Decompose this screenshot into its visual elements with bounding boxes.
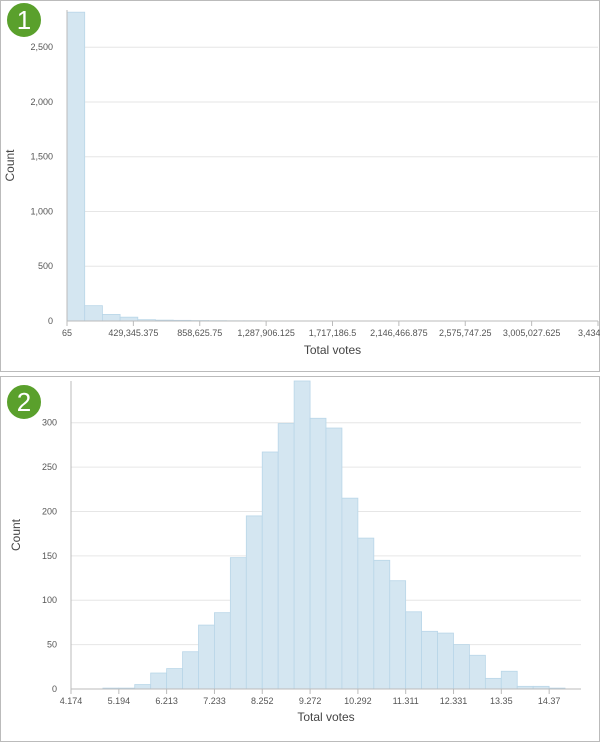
badge-number: 2 xyxy=(17,387,31,417)
y-tick-label: 0 xyxy=(52,684,57,694)
x-tick-label: 5.194 xyxy=(108,696,131,706)
bar xyxy=(134,684,152,690)
x-tick-label: 3,005,027.625 xyxy=(503,328,561,338)
x-tick-label: 2,575,747.25 xyxy=(439,328,492,338)
chart-body: 0 500 1,000 1,500 2,000 2,500 65 429,345.375 858… xyxy=(3,1,600,357)
x-tick-label: 3,434,308 xyxy=(578,328,600,338)
bar xyxy=(229,557,247,690)
bar xyxy=(469,654,486,690)
chart-body: 0 50 100 150 200 250 300 4.174 5.194 6.213 7.233 8.… xyxy=(5,380,581,724)
bar xyxy=(150,672,168,690)
bar xyxy=(500,670,518,690)
bar xyxy=(453,644,470,690)
y-tick-label: 50 xyxy=(47,640,57,650)
x-tick-label: 10.292 xyxy=(344,696,372,706)
x-tick-label: 65 xyxy=(62,328,72,338)
badge xyxy=(5,383,43,421)
x-tick-label: 7.233 xyxy=(203,696,226,706)
bar xyxy=(357,537,375,690)
y-tick-label: 200 xyxy=(42,506,57,516)
y-tick-label: 500 xyxy=(38,261,53,271)
bar xyxy=(437,632,454,690)
bar xyxy=(373,559,391,690)
x-axis-label: Total votes xyxy=(304,343,361,357)
x-tick-label: 14.37 xyxy=(538,696,561,706)
bar xyxy=(325,427,343,690)
bar xyxy=(421,630,438,690)
x-tick-label: 429,345.375 xyxy=(108,328,158,338)
y-tick-label: 250 xyxy=(42,462,57,472)
y-tick-label: 150 xyxy=(42,551,57,561)
bar xyxy=(198,624,215,690)
y-axis-label: Count xyxy=(9,518,23,551)
y-tick-label: 0 xyxy=(48,316,53,326)
badge-number: 1 xyxy=(17,5,31,35)
x-tick-label: 2,146,466.875 xyxy=(370,328,428,338)
bar xyxy=(84,305,103,322)
bar xyxy=(245,515,263,690)
bar xyxy=(119,316,139,322)
bar xyxy=(293,380,311,690)
x-tick-label: 9.272 xyxy=(299,696,322,706)
bar xyxy=(405,611,422,690)
x-tick-label: 1,717,186.5 xyxy=(309,328,357,338)
bar xyxy=(214,612,231,690)
bar xyxy=(389,580,407,690)
bar xyxy=(309,417,327,690)
badge xyxy=(5,1,43,39)
chart: 0 500 1,000 1,500 2,000 2,500 65 429,345.375 858… xyxy=(3,1,600,357)
x-tick-label: 12.331 xyxy=(440,696,468,706)
y-tick-label: 1,000 xyxy=(30,206,53,216)
x-axis-label: Total votes xyxy=(297,710,354,724)
x-tick-label: 13.35 xyxy=(490,696,513,706)
x-tick-label: 6.213 xyxy=(155,696,178,706)
x-tick-label: 11.311 xyxy=(393,696,419,706)
y-tick-label: 1,500 xyxy=(30,152,53,162)
bar xyxy=(102,314,121,322)
bar xyxy=(166,668,183,690)
y-tick-label: 2,000 xyxy=(30,97,53,107)
y-axis-label: Count xyxy=(3,149,17,182)
y-tick-label: 2,500 xyxy=(30,42,53,52)
bar xyxy=(66,11,86,322)
bar xyxy=(484,677,502,690)
bar xyxy=(277,423,295,690)
chart: 0 50 100 150 200 250 300 4.174 5.194 6.213 7.233 8.… xyxy=(5,380,581,724)
y-tick-label: 100 xyxy=(42,595,57,605)
y-tick-label: 300 xyxy=(42,418,57,428)
x-tick-label: 8.252 xyxy=(251,696,274,706)
x-tick-label: 1,287,906.125 xyxy=(237,328,295,338)
bar xyxy=(182,651,199,690)
x-tick-label: 858,625.75 xyxy=(177,328,222,338)
bar xyxy=(261,451,279,690)
x-tick-label: 4.174 xyxy=(60,696,83,706)
bar xyxy=(341,497,359,690)
